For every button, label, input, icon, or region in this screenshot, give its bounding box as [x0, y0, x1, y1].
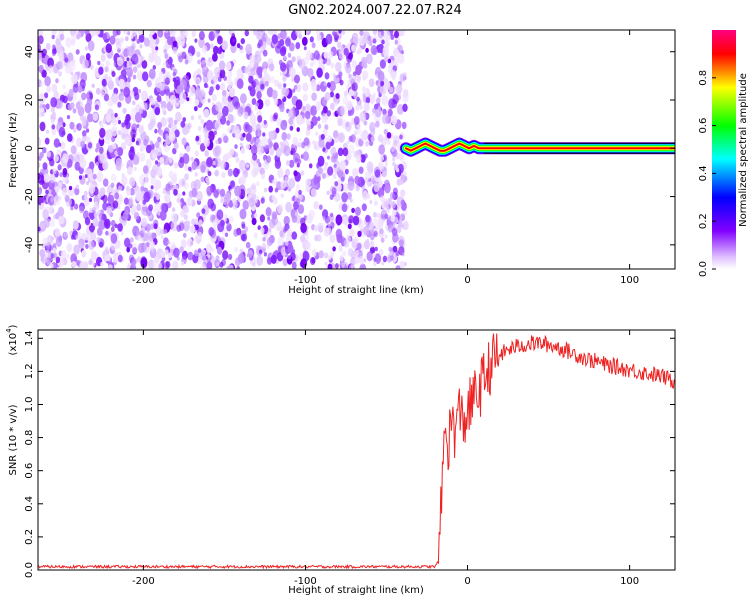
snr-frame: [37, 329, 676, 571]
figure-title: GN02.2024.007.22.07.R24: [288, 3, 462, 18]
snr-multiplier-base: (x10: [8, 333, 19, 356]
snr-ytick-label: 0.2: [24, 529, 35, 545]
spectrogram-xlabel: Height of straight line (km): [288, 285, 424, 296]
snr-xtick-label: 0: [464, 576, 470, 587]
snr-xtick-label: 100: [620, 576, 639, 587]
snr-series-line: [38, 333, 675, 570]
snr-panel: -200 -100 0 100 0.0 0.2 0.4 0.6 0.8 1.0 1.2 1.4 Hei…: [5, 324, 676, 596]
spectrogram-xtick-label: -100: [294, 275, 317, 286]
spectrogram-ytick-label: -20: [24, 188, 35, 204]
colorbar: 0.0 0.2 0.4 0.6 0.8 Normalized spectral ampl…: [698, 30, 749, 277]
snr-ytick-label: 1.0: [24, 397, 35, 413]
snr-ytick-label: 0.4: [24, 496, 35, 512]
snr-xlabel: Height of straight line (km): [288, 585, 424, 596]
svg-text:(x104): (x104): [5, 324, 19, 355]
carrier-ridge: [399, 137, 675, 157]
snr-multiplier: (x104): [5, 324, 19, 355]
colorbar-tick-label: 0.6: [698, 118, 709, 134]
spectrogram-xtick-label: 100: [620, 275, 639, 286]
colorbar-tick-label: 0.2: [698, 213, 709, 229]
snr-multiplier-exp: 4: [5, 328, 13, 333]
snr-ytick-label: 0.0: [24, 562, 35, 578]
spectrogram-frame: [37, 29, 676, 270]
colorbar-label: Normalized spectral amplitude: [738, 73, 749, 227]
snr-multiplier-close: ): [8, 324, 19, 328]
spectrogram-ylabel: Frequency (Hz): [8, 112, 19, 188]
spectrogram-ytick-label: 0: [24, 145, 35, 151]
colorbar-tick-label: 0.8: [698, 70, 709, 86]
colorbar-gradient: [712, 30, 736, 269]
snr-ytick-label: 1.4: [24, 330, 35, 346]
spectrogram-xtick-label: -200: [132, 275, 155, 286]
snr-xtick-label: -100: [294, 576, 317, 587]
spectrogram-xtick-label: 0: [464, 275, 470, 286]
snr-ylabel: SNR (10 * v/v): [8, 404, 19, 475]
spectrogram-ytick-label: 40: [24, 45, 35, 58]
snr-ytick-label: 0.8: [24, 430, 35, 446]
snr-xtick-label: -200: [132, 576, 155, 587]
noise-speckle: [38, 30, 409, 269]
spectrogram-ytick-label: -40: [24, 237, 35, 253]
snr-ytick-label: 0.6: [24, 463, 35, 479]
colorbar-tick-label: 0.0: [698, 261, 709, 277]
colorbar-tick-label: 0.4: [698, 165, 709, 181]
snr-ytick-label: 1.2: [24, 363, 35, 379]
spectrogram-ytick-label: 20: [24, 94, 35, 107]
